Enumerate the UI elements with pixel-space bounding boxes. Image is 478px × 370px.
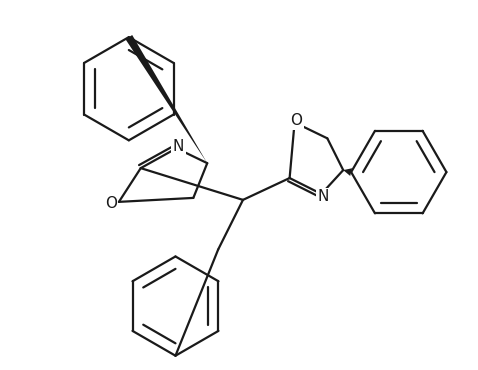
Polygon shape (343, 168, 352, 176)
Polygon shape (125, 35, 207, 163)
Text: O: O (105, 196, 117, 211)
Text: O: O (291, 113, 303, 128)
Text: N: N (318, 189, 329, 204)
Text: N: N (173, 139, 184, 154)
